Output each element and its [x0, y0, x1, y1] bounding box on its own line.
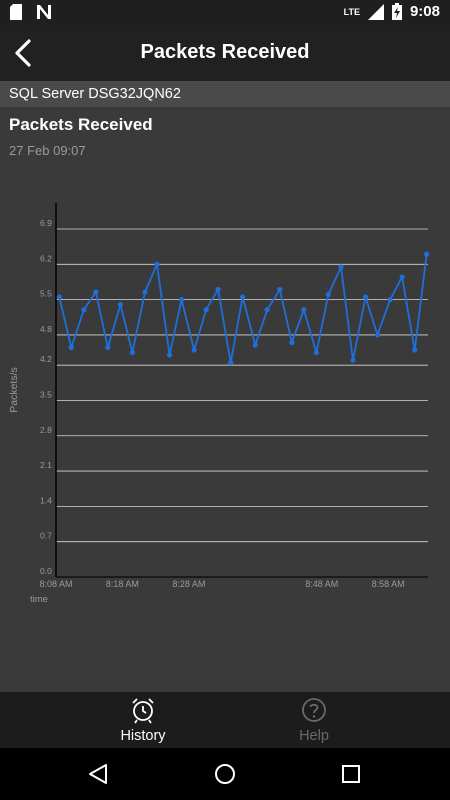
status-notifications: [10, 4, 52, 20]
data-point: [81, 307, 87, 313]
data-point: [56, 294, 62, 300]
data-point: [68, 344, 74, 351]
page-title: Packets Received: [140, 41, 310, 63]
data-point: [424, 251, 430, 257]
y-tick-label: 4.2: [40, 354, 52, 364]
nav-recents-icon[interactable]: [339, 762, 363, 786]
data-point: [117, 302, 124, 308]
y-tick-label: 4.8: [40, 324, 52, 334]
chart-title: Packets Received: [9, 115, 153, 134]
lte-label: LTE: [343, 6, 360, 17]
sd-card-icon: [10, 4, 22, 20]
y-tick-label: 2.1: [40, 460, 52, 470]
data-point: [362, 294, 369, 300]
y-axis-label: Packets/s: [8, 367, 20, 413]
series-packets: [56, 251, 430, 366]
y-tick-label: 6.9: [40, 218, 52, 228]
y-tick-label: 2.8: [40, 425, 52, 435]
data-point: [338, 264, 344, 270]
question-circle-icon: [302, 698, 326, 722]
chart-grid: [56, 228, 428, 578]
app-bar: Packets Received: [0, 25, 450, 81]
tab-help-label: Help: [299, 728, 329, 744]
data-point: [178, 297, 185, 303]
y-tick-label: 1.4: [40, 495, 52, 505]
bottom-tab-bar: History Help: [0, 692, 450, 748]
data-point: [399, 274, 405, 280]
data-point: [412, 347, 418, 353]
y-tick-label: 3.5: [40, 389, 52, 399]
data-point: [277, 286, 283, 293]
x-axis-label: time: [30, 594, 48, 605]
data-point: [350, 357, 356, 363]
alarm-clock-icon: [132, 698, 154, 724]
tab-history-label: History: [120, 728, 166, 744]
data-point: [203, 307, 209, 313]
x-tick-label: 8:08 AM: [39, 579, 72, 589]
x-tick-label: 8:58 AM: [372, 579, 405, 589]
tab-help[interactable]: Help: [239, 692, 389, 748]
data-point: [387, 297, 393, 303]
back-arrow-icon[interactable]: [8, 37, 40, 69]
status-indicators: LTE 9:08: [344, 3, 440, 20]
data-point: [301, 307, 307, 313]
data-point: [191, 347, 197, 353]
x-tick-label: 8:48 AM: [305, 579, 338, 589]
data-point: [154, 261, 160, 267]
packets-line-chart: 0.0 0.7 1.4 2.1 2.8 3.5 4.2 4.8 5.5 6.2 6.9 8:08 A…: [8, 203, 430, 605]
data-point: [252, 342, 258, 348]
server-name-bar: SQL Server DSG32JQN62: [0, 81, 450, 107]
data-point: [129, 349, 135, 356]
x-tick-label: 8:18 AM: [106, 579, 139, 589]
data-point: [215, 286, 221, 293]
data-point: [105, 344, 111, 351]
system-nav-bar: [0, 748, 450, 800]
y-tick-label: 6.2: [40, 253, 52, 263]
tab-history[interactable]: History: [68, 692, 218, 748]
y-tick-label: 0.7: [40, 531, 52, 541]
signal-icon: [367, 3, 384, 20]
data-point: [374, 332, 381, 338]
data-point: [240, 294, 246, 300]
nav-home-icon[interactable]: [213, 762, 237, 786]
x-axis-ticks: 8:08 AM 8:18 AM 8:28 AM 8:48 AM 8:58 AM: [39, 579, 404, 589]
y-tick-label: 0.0: [40, 566, 52, 576]
data-point: [142, 289, 148, 295]
data-point: [166, 352, 173, 358]
y-tick-label: 5.5: [40, 289, 52, 299]
data-point: [264, 307, 270, 313]
n-icon: [37, 5, 51, 19]
data-point: [325, 291, 331, 298]
y-axis-ticks: 0.0 0.7 1.4 2.1 2.8 3.5 4.2 4.8 5.5 6.2 6.9: [40, 218, 52, 576]
x-tick-label: 8:28 AM: [172, 579, 205, 589]
data-point: [228, 360, 234, 366]
clock: 9:08: [409, 3, 440, 20]
data-point: [289, 339, 295, 346]
chart-timestamp: 27 Feb 09:07: [9, 143, 86, 158]
data-point: [313, 349, 319, 356]
status-bar: LTE 9:08: [0, 0, 450, 25]
series-line: [58, 254, 428, 364]
data-point: [93, 289, 99, 295]
battery-icon: [391, 3, 402, 20]
nav-back-icon[interactable]: [86, 762, 110, 786]
